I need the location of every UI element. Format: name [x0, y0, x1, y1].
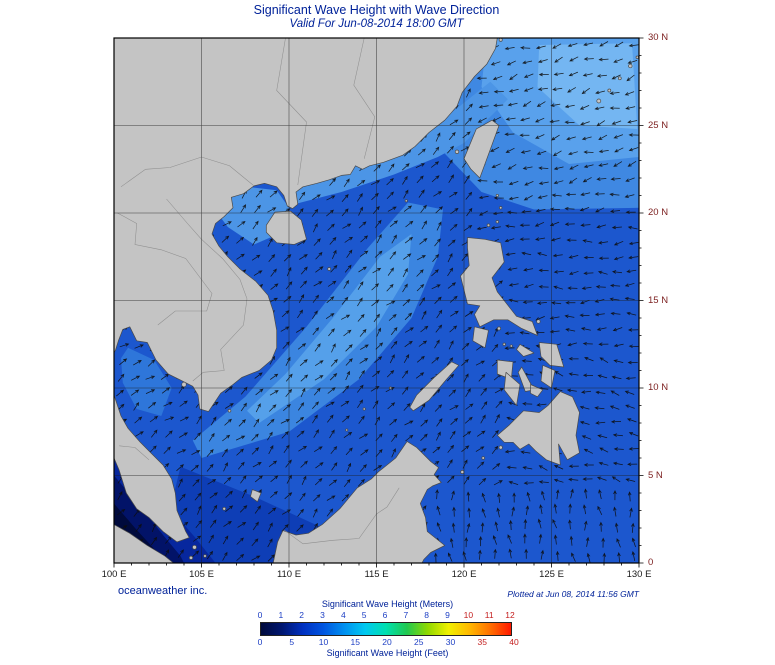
colorbar-meters-tick: 12 [505, 610, 515, 620]
chart-header: Significant Wave Height with Wave Direct… [114, 3, 639, 30]
island-dot [192, 544, 197, 550]
island-dot [495, 220, 499, 224]
island-dot [617, 76, 622, 81]
y-tick-label: 20 N [648, 207, 669, 218]
island-dot [596, 98, 602, 104]
land-polygon [409, 361, 460, 412]
map-layers [114, 38, 639, 563]
credit-text: oceanweather inc. [118, 585, 208, 597]
colorbar-feet-tick: 0 [257, 637, 263, 647]
colorbar-meters-tick: 9 [445, 610, 450, 620]
x-tick-label: 110 E [276, 569, 302, 580]
island-dot [481, 456, 485, 460]
island-dot [362, 407, 366, 411]
country-borders-layer [117, 38, 400, 545]
land-polygon [114, 38, 498, 412]
y-tick-label: 25 N [648, 119, 669, 131]
colorbar-feet-tick: 25 [414, 637, 424, 647]
land-polygon [460, 237, 538, 336]
island-dot [497, 326, 501, 331]
x-tick-label: 115 E [364, 569, 389, 580]
colorbar-feet-tick: 10 [318, 637, 329, 647]
island-dot [509, 344, 513, 348]
land-polygon [496, 391, 580, 466]
island-dot [495, 193, 499, 198]
y-tick-label: 15 N [648, 294, 669, 306]
colorbar-meters-tick: 5 [361, 610, 367, 620]
colorbar-meters-tick: 4 [340, 610, 346, 620]
island-dot [502, 342, 506, 346]
island-dot [635, 55, 639, 59]
colorbar-meters-label: Significant Wave Height (Meters) [321, 599, 454, 609]
colorbar-feet-tick: 40 [509, 637, 519, 647]
land-polygon [463, 119, 500, 179]
colorbar-feet-tick: 5 [289, 637, 295, 647]
island-dot [607, 88, 612, 93]
island-dot [404, 199, 408, 203]
land-polygon [114, 394, 190, 543]
colorbar-meters-tick: 10 [463, 610, 474, 620]
island-dot [327, 267, 332, 271]
x-tick-label: 105 E [189, 569, 214, 580]
x-tick-label: 100 E [101, 569, 127, 580]
island-dot [203, 554, 207, 558]
island-dot [454, 149, 460, 154]
colorbar-feet-label: Significant Wave Height (Feet) [326, 648, 449, 658]
land-polygon [272, 441, 446, 563]
island-dot [486, 223, 491, 228]
colorbar-meters-tick: 11 [484, 610, 494, 620]
colorbar-feet-tick: 15 [350, 637, 360, 647]
island-dot [498, 445, 503, 450]
map-plot: 100 E 105 E 110 E 115 E 120 E 125 E 130 E 30 N 2… [102, 32, 668, 580]
land-polygon [265, 210, 307, 245]
colorbar-meters-tick: 3 [320, 610, 325, 620]
colorbar-meters-tick: 6 [382, 610, 388, 620]
island-dot [460, 470, 465, 474]
x-tick-label: 130 E [626, 569, 652, 580]
land-polygon [516, 343, 535, 357]
island-dot [181, 381, 187, 388]
land-polygon [517, 366, 535, 392]
land-polygon [503, 371, 521, 406]
y-tick-label: 5 N [648, 469, 663, 481]
land-layer [114, 38, 639, 563]
colorbar-feet-tick: 20 [382, 637, 392, 647]
land-polygon [472, 326, 489, 349]
chart-subtitle: Valid For Jun-08-2014 18:00 GMT [289, 18, 464, 30]
land-polygon [114, 524, 174, 563]
grid-lines [114, 38, 639, 563]
island-dot [499, 206, 503, 210]
island-dot [222, 506, 227, 511]
colorbar-meters-tick: 1 [278, 610, 284, 620]
colorbar-meters-tick: 2 [299, 610, 305, 620]
colorbar-gradient [260, 622, 512, 636]
y-tick-label: 30 N [648, 32, 669, 43]
island-dot [498, 38, 503, 42]
y-tick-label: 10 N [648, 382, 669, 393]
colorbar-feet-tick: 30 [445, 637, 456, 647]
y-tick-label: 0 [648, 557, 654, 568]
plotted-timestamp: Plotted at Jun 08, 2014 11:56 GMT [507, 589, 639, 599]
colorbar-feet-tick: 35 [477, 637, 487, 647]
colorbar-meters-tick: 0 [257, 610, 263, 620]
chart-title: Significant Wave Height with Wave Direct… [253, 3, 500, 17]
island-dot [227, 409, 232, 413]
axis-ticks [113, 37, 644, 568]
land-polygon [250, 489, 262, 503]
island-dot [628, 63, 633, 69]
island-dot [536, 319, 541, 324]
colorbar-meters-tick: 8 [424, 610, 430, 620]
x-tick-label: 120 E [451, 569, 477, 580]
x-tick-label: 125 E [539, 569, 564, 580]
colorbar-meters-tick: 7 [403, 610, 409, 620]
island-dot [188, 555, 194, 560]
map-canvas [113, 37, 644, 568]
island-dot [345, 428, 349, 432]
